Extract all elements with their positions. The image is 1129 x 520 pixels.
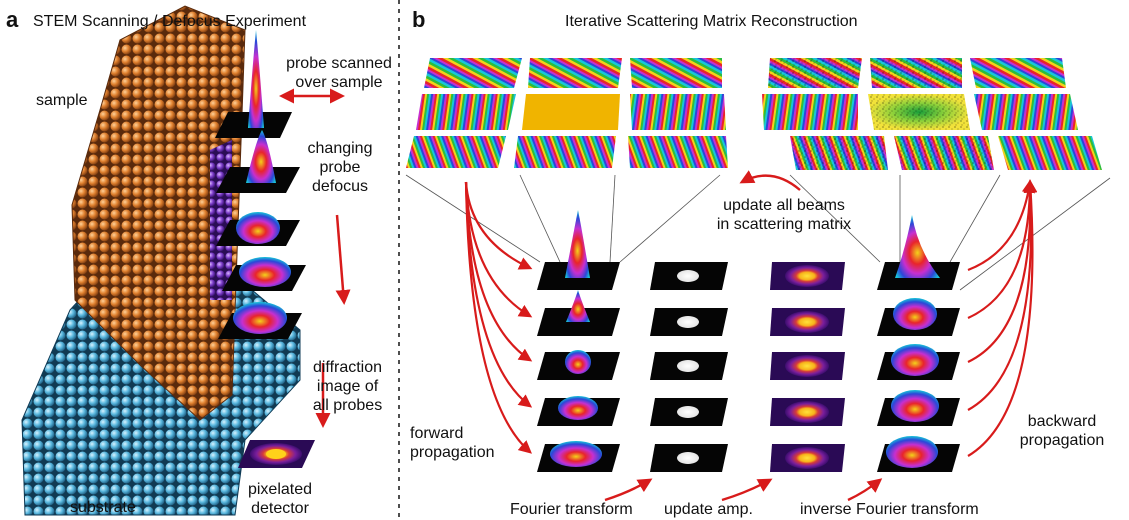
label-forward: forward propagation — [410, 425, 495, 461]
label-probe-scanned: probe scanned over sample — [286, 55, 392, 91]
sample-block — [71, 5, 246, 421]
update-beams-arrow — [739, 170, 801, 191]
fourier-arrow — [604, 478, 653, 502]
label-diffraction: diffraction image of all probes — [312, 359, 383, 414]
panel-b-letter: b — [412, 7, 426, 32]
probe-column-backward — [877, 215, 960, 472]
probe-tile-2 — [216, 130, 300, 193]
panel-b-title: Iterative Scattering Matrix Reconstructi… — [565, 13, 858, 30]
label-substrate: substrate — [70, 499, 136, 516]
inverse-fourier-arrow — [847, 478, 883, 502]
panel-b — [405, 58, 1111, 502]
probe-column-forward — [537, 210, 620, 472]
forward-arrows — [464, 181, 533, 454]
label-changing-defocus: changing probe defocus — [307, 140, 373, 195]
probe-tile-3 — [216, 212, 300, 246]
probe-tile-4 — [222, 257, 306, 291]
defocus-arrow — [335, 214, 351, 305]
panel-a — [21, 5, 351, 516]
label-inverse-fourier: inverse Fourier transform — [800, 501, 979, 518]
label-sample: sample — [36, 92, 88, 109]
probe-column-amplitude — [770, 262, 845, 472]
update-amp-arrow — [721, 478, 773, 502]
label-backward: backward propagation — [1019, 413, 1105, 449]
panel-a-title: STEM Scanning / Defocus Experiment — [33, 13, 307, 30]
label-update-beams: update all beams in scattering matrix — [716, 197, 852, 233]
smatrix-reconstructed — [762, 58, 1102, 170]
guide-lines — [405, 174, 1111, 291]
probe-column-fourier — [650, 262, 728, 472]
label-fourier: Fourier transform — [510, 501, 633, 518]
backward-arrows — [967, 179, 1038, 457]
sample-side-face — [210, 140, 232, 300]
smatrix-initial — [406, 58, 728, 168]
probe-tile-1 — [215, 30, 292, 138]
label-update-amp: update amp. — [664, 501, 753, 518]
panel-a-letter: a — [6, 7, 19, 32]
label-detector: pixelated detector — [247, 481, 313, 517]
probe-tile-5 — [218, 302, 302, 339]
detector-tile — [238, 440, 315, 468]
